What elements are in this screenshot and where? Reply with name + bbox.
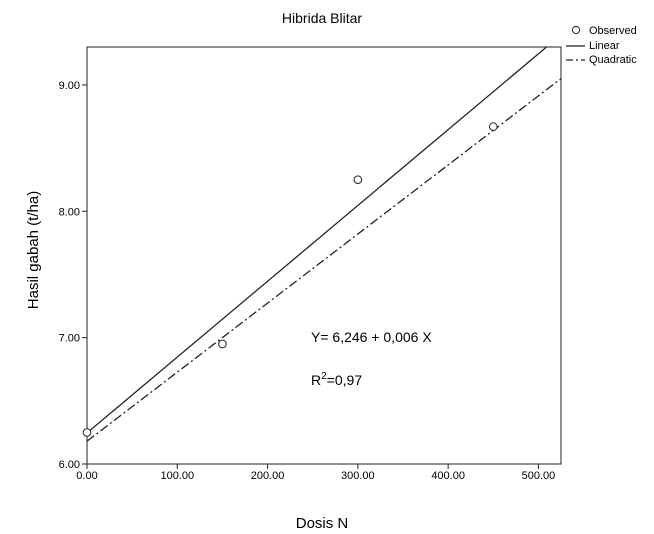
- r-squared-value: =0,97: [327, 372, 363, 388]
- r-squared: R2=0,97: [311, 371, 362, 388]
- x-axis-ticks: 0.00 100.00 200.00 300.00 400.00 500.00: [76, 464, 555, 482]
- legend-linear-label: Linear: [589, 40, 620, 52]
- observed-point: [218, 339, 227, 349]
- observed-point: [488, 122, 498, 131]
- x-tick-label: 300.00: [341, 470, 375, 482]
- chart-title: Hibrida Blitar: [282, 10, 362, 26]
- r-squared-superscript: 2: [321, 371, 327, 382]
- r-squared-prefix: R: [311, 372, 321, 388]
- observed-point: [353, 175, 363, 184]
- legend-quadratic-label: Quadratic: [589, 54, 637, 66]
- legend-observed-marker: [571, 25, 581, 35]
- y-tick-label: 9.00: [59, 80, 80, 92]
- plot-series: [82, 47, 561, 442]
- y-tick-label: 6.00: [59, 459, 80, 471]
- quadratic-fit-line: [87, 78, 561, 442]
- plot-frame: [86, 46, 562, 465]
- x-tick-label: 0.00: [76, 470, 97, 482]
- x-axis-label: Dosis N: [296, 515, 349, 532]
- x-tick-label: 100.00: [160, 470, 194, 482]
- y-axis-label: Hasil gabah (t/ha): [25, 191, 42, 309]
- y-tick-label: 7.00: [59, 333, 80, 345]
- observed-point: [82, 428, 92, 437]
- x-tick-label: 500.00: [522, 470, 556, 482]
- y-tick-label: 8.00: [59, 206, 80, 218]
- series-clip-group: [87, 47, 561, 442]
- x-tick-label: 400.00: [431, 470, 465, 482]
- legend: Observed Linear Quadratic: [566, 25, 637, 66]
- regression-equation: Y= 6,246 + 0,006 X: [311, 329, 432, 345]
- x-tick-label: 200.00: [251, 470, 285, 482]
- linear-fit-line: [87, 47, 548, 434]
- legend-observed-label: Observed: [589, 25, 637, 37]
- y-axis-ticks: 6.00 7.00 8.00 9.00: [59, 80, 87, 471]
